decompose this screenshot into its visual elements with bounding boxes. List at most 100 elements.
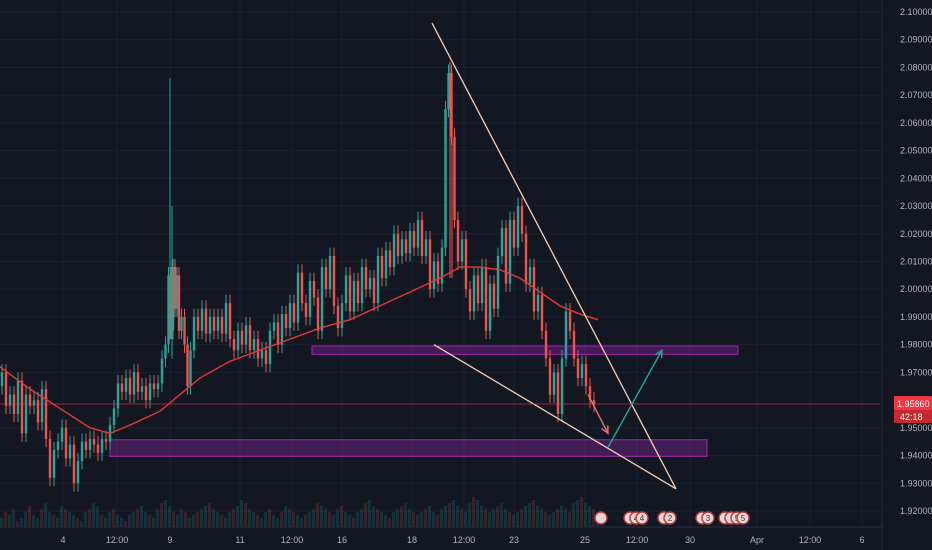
candle-body [324, 267, 328, 290]
volume-bar [228, 512, 231, 527]
candle-body [552, 372, 556, 395]
candle-body [264, 350, 268, 365]
candle-body [40, 389, 44, 423]
volume-bar [340, 506, 343, 527]
volume-bar [508, 512, 511, 527]
volume-bar [8, 515, 11, 527]
volume-bar [572, 503, 575, 527]
volume-bar [112, 509, 115, 527]
candle-body [512, 219, 516, 248]
volume-bar [380, 512, 383, 527]
price-tick-label: 2.09000 [900, 35, 932, 45]
candle-body [36, 400, 40, 423]
candle-body [8, 394, 12, 406]
candle-body [352, 280, 356, 312]
candle-body [388, 250, 392, 268]
candle-body [340, 303, 344, 329]
event-marker-label: 2 [668, 514, 673, 523]
volume-bar [240, 500, 243, 527]
volume-bar [368, 500, 371, 527]
candle-body [356, 280, 360, 304]
candle-body [260, 350, 264, 359]
candle-body [364, 267, 368, 290]
candle-body [104, 438, 108, 442]
volume-bar [356, 512, 359, 527]
candle-body [120, 383, 124, 392]
countdown-tag-bg [894, 409, 932, 423]
projection-arrows [587, 348, 663, 448]
price-tick-label: 1.95000 [900, 423, 932, 433]
volume-bar [556, 509, 559, 527]
volume-bar [560, 506, 563, 527]
volume-bar [56, 518, 59, 527]
volume-bar [256, 515, 259, 527]
volume-bar [60, 506, 63, 527]
volume-bar [296, 515, 299, 527]
volume-bar [280, 512, 283, 527]
volume-bar [436, 515, 439, 527]
event-marker-icon [663, 511, 677, 525]
volume-bar [492, 509, 495, 527]
candle-body [84, 441, 88, 451]
candle-body [56, 441, 60, 451]
candle-body [568, 311, 572, 331]
candle-body [308, 280, 312, 317]
volume-bar [584, 503, 587, 527]
volume-bar [172, 512, 175, 527]
volume-bar [500, 503, 503, 527]
volume-bar [580, 497, 583, 527]
candle-body [252, 339, 256, 351]
time-tick-label: 12:00 [453, 535, 476, 545]
volume-bar [412, 512, 415, 527]
time-axis[interactable]: 4 12:00 9 11 12:00 16 18 12:00 23 25 12:00 30 Apr 12:… [0, 526, 882, 545]
price-axis[interactable]: 2.10000 2.09000 2.08000 2.07000 2.06000 2.050… [881, 0, 932, 550]
volume-bar [528, 503, 531, 527]
volume-bar [244, 503, 247, 527]
candle-body [344, 275, 348, 304]
candle-body [48, 438, 52, 478]
volume-bar [428, 506, 431, 527]
volume-bar [476, 500, 479, 527]
price-tick-label: 1.94000 [900, 451, 932, 461]
volume-bar [520, 509, 523, 527]
volume-bar [0, 518, 3, 527]
volume-bar [116, 515, 119, 527]
event-marker-icon [635, 511, 649, 525]
volume-bar [100, 515, 103, 527]
volume-bar [324, 509, 327, 527]
candle-body [276, 322, 280, 345]
candle-body [284, 314, 288, 329]
candle-body [564, 311, 568, 359]
candle-body [580, 364, 584, 378]
candle-body [488, 283, 492, 331]
volume-bar [432, 512, 435, 527]
candle-body [592, 400, 596, 404]
candle-body [232, 339, 236, 351]
volume-bar [512, 515, 515, 527]
volume-bar [484, 509, 487, 527]
volume-bar [92, 503, 95, 527]
volume-bar [544, 512, 547, 527]
candle-body [548, 358, 552, 395]
volume-bar [328, 512, 331, 527]
candle-body [464, 239, 468, 290]
volume-bar [40, 509, 43, 527]
volume-bar [440, 509, 443, 527]
candle-body [183, 316, 186, 345]
candle-body [52, 450, 56, 478]
price-tick-label: 2.05000 [900, 146, 932, 156]
volume-bar [392, 512, 395, 527]
volume-bar [396, 509, 399, 527]
candle-body [584, 364, 588, 387]
candle-body [328, 255, 332, 290]
volume-bar [460, 509, 463, 527]
volume-bar [348, 515, 351, 527]
candle-body [400, 239, 404, 256]
candle-body [392, 233, 396, 268]
price-tick-label: 2.02000 [900, 229, 932, 239]
countdown-value: 42:18 [900, 412, 923, 422]
candle-body [524, 233, 528, 284]
candle-body [300, 272, 304, 304]
candle-body [460, 239, 464, 262]
